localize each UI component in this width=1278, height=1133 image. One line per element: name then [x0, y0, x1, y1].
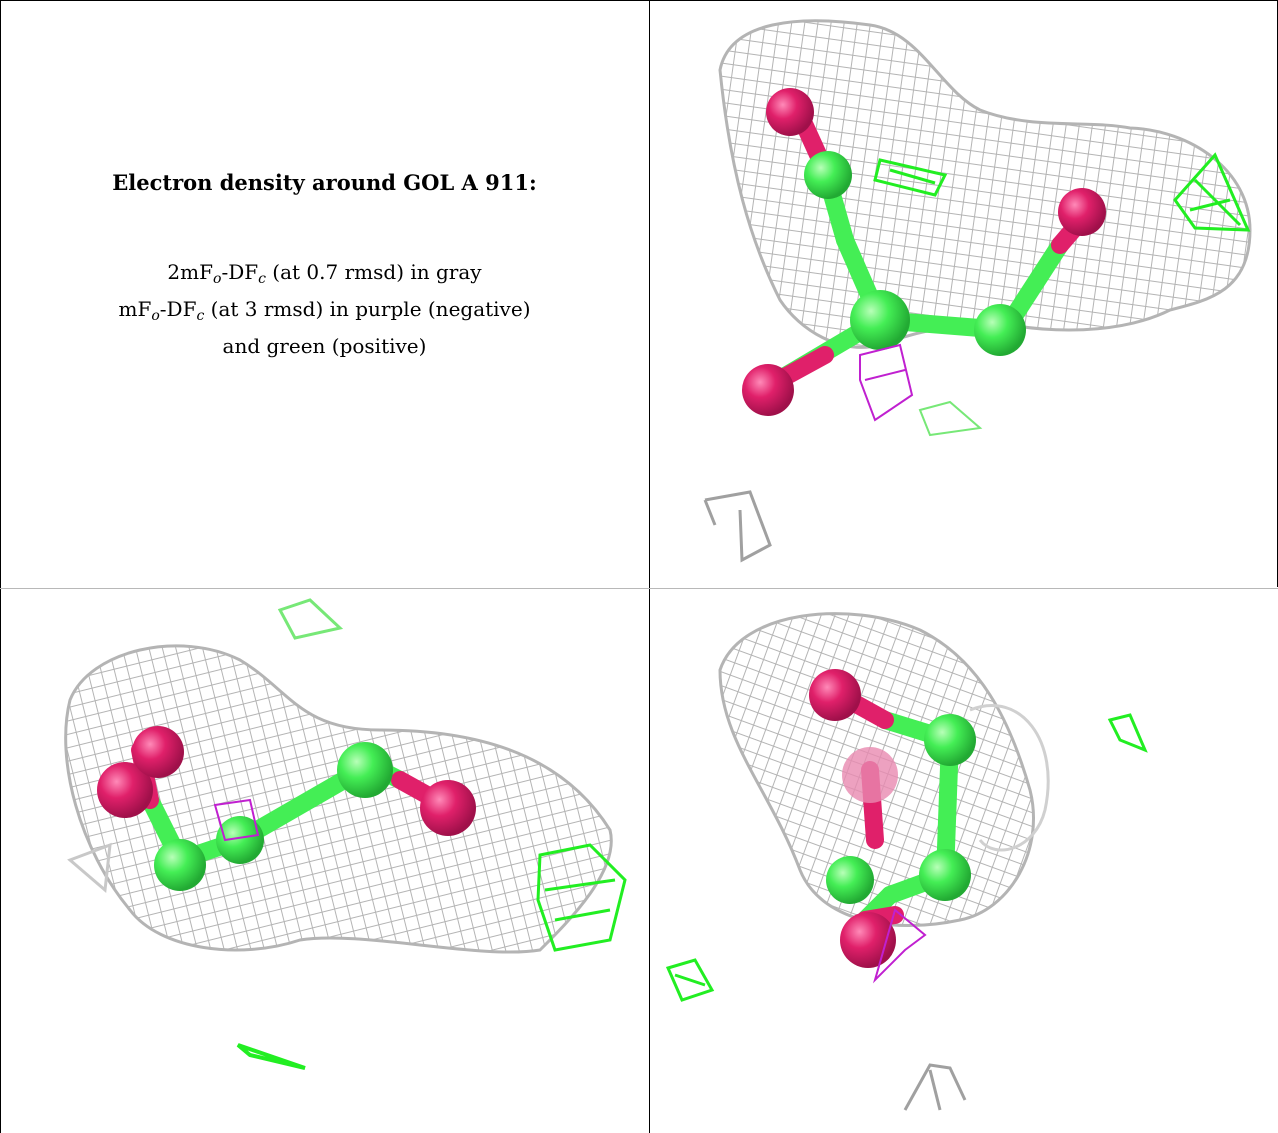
oxygen-atom: [97, 762, 153, 818]
oxygen-atom: [809, 669, 861, 721]
gray-density-mesh: [718, 19, 1252, 349]
green-positive-density: [665, 958, 715, 1002]
density-view-side: [64, 598, 627, 1070]
green-positive-density: [873, 158, 948, 197]
gray-density-fragment: [703, 490, 772, 563]
density-view-end-on: [665, 612, 1148, 1111]
green-positive-density: [236, 1043, 306, 1070]
carbon-atom: [974, 304, 1026, 356]
oxygen-atom: [132, 726, 184, 778]
oxygen-atom: [420, 780, 476, 836]
border-left: [0, 0, 1, 1133]
carbon-atom: [850, 290, 910, 350]
border-middle: [0, 588, 1278, 589]
purple-negative-density: [872, 908, 927, 984]
green-positive-density: [1173, 152, 1251, 232]
caption-text: Electron density around GOL A 911: 2mFo-…: [0, 170, 649, 361]
density-panel-bottom-left: [0, 590, 649, 1133]
gray-density-mesh-background: [969, 704, 1050, 852]
caption-line-green: and green (positive): [222, 334, 427, 358]
purple-negative-density: [213, 798, 260, 842]
carbon-atom: [216, 816, 264, 864]
oxygen-atom: [766, 88, 814, 136]
green-positive-density: [277, 598, 344, 640]
border-top: [0, 0, 1278, 1]
oxygen-atom: [1058, 188, 1106, 236]
green-positive-density: [918, 400, 983, 437]
purple-negative-density: [859, 343, 914, 422]
carbon-atom: [826, 856, 874, 904]
oxygen-atom: [840, 912, 896, 968]
gray-density-fragment: [67, 842, 112, 893]
carbon-atom: [804, 151, 852, 199]
density-panel-bottom-right: [650, 590, 1278, 1133]
caption-title: Electron density around GOL A 911:: [112, 170, 537, 195]
caption-line-2mfo-dfc: 2mFo-DFc (at 0.7 rmsd) in gray: [167, 260, 482, 287]
oxygen-atom: [842, 747, 898, 803]
border-center: [649, 0, 650, 1133]
carbon-atom: [154, 839, 206, 891]
density-view-front: [703, 19, 1252, 563]
gray-density-fragment: [903, 1063, 967, 1111]
carbon-atom: [924, 714, 976, 766]
green-positive-density: [536, 843, 627, 952]
carbon-atom: [919, 849, 971, 901]
green-positive-density: [1107, 713, 1148, 753]
density-panel-top-right: [650, 0, 1278, 587]
caption-panel: Electron density around GOL A 911: 2mFo-…: [0, 0, 649, 587]
caption-line-mfo-dfc: mFo-DFc (at 3 rmsd) in purple (negative): [118, 297, 531, 324]
carbon-atom: [337, 742, 393, 798]
oxygen-atom: [742, 364, 794, 416]
